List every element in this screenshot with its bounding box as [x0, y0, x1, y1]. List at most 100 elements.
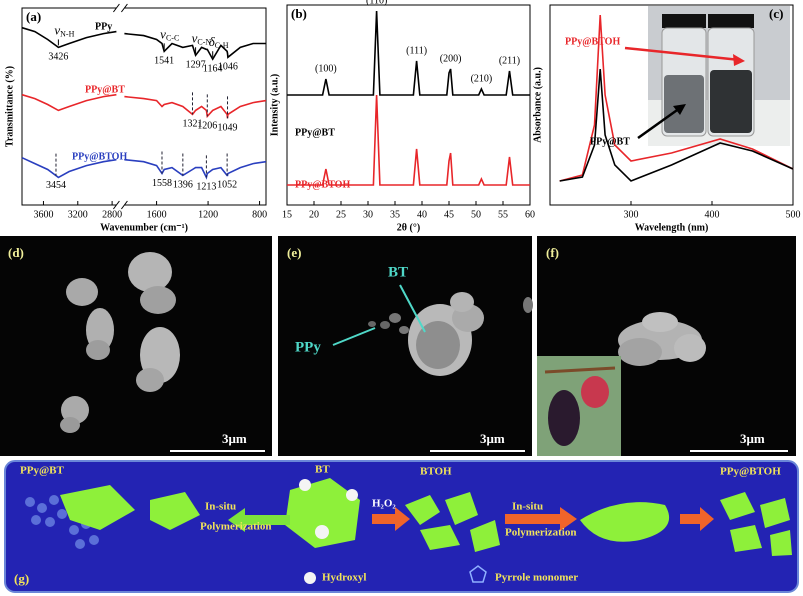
shape — [450, 292, 474, 312]
series-line — [559, 68, 794, 182]
shape — [315, 525, 329, 539]
shape — [278, 236, 532, 456]
shape — [368, 321, 376, 327]
shape — [642, 312, 678, 332]
vial-photo — [648, 6, 790, 146]
product-label: BTOH — [420, 466, 452, 478]
x-tick-label: 300 — [624, 209, 639, 220]
series-label: PPy@BTOH — [295, 179, 350, 190]
sem-d — [0, 236, 272, 456]
shape — [469, 565, 487, 583]
legend-label: Pyrrole monomer — [495, 572, 578, 584]
sem-label: BT — [388, 264, 408, 280]
x-axis-label: Wavenumber (cm⁻¹) — [100, 222, 188, 233]
sem-e — [278, 236, 533, 456]
x-tick-label: 1600 — [147, 209, 167, 220]
pointer — [399, 284, 426, 333]
shape — [664, 75, 704, 133]
shape — [674, 334, 706, 362]
shape — [380, 321, 390, 329]
peak-index: (110) — [366, 0, 387, 6]
axis-break — [121, 200, 128, 210]
x-tick-label: 55 — [498, 209, 508, 220]
band-label: νN-H — [54, 22, 74, 38]
x-tick-label: 25 — [336, 209, 346, 220]
product-label: PPy@BTOH — [720, 466, 781, 478]
panel-label: (e) — [287, 245, 301, 260]
panel-label: (a) — [26, 9, 41, 24]
series-label: PPy@BTOH — [72, 151, 127, 162]
x-tick-label: 35 — [390, 209, 400, 220]
peak-label: 3426 — [48, 52, 68, 63]
step-label: Polymerization — [200, 521, 271, 533]
peak-index: (211) — [499, 55, 520, 66]
shape — [31, 515, 41, 525]
band-symbol: ν — [192, 30, 198, 45]
x-tick-label: 1200 — [198, 209, 218, 220]
x-tick-label: 400 — [705, 209, 720, 220]
peak-label: 1558 — [152, 178, 172, 189]
shape — [128, 252, 172, 292]
sem-f — [537, 236, 796, 456]
band-symbol: ν — [54, 22, 60, 37]
shape — [416, 321, 460, 369]
shape — [720, 492, 755, 520]
series-label: PPy@BTOH — [565, 36, 620, 47]
pointer-arrow — [637, 106, 681, 140]
panel-label: (g) — [14, 571, 29, 586]
series-line — [559, 14, 794, 182]
band-label: νC-C — [160, 26, 179, 42]
axis-break — [116, 203, 125, 207]
shape — [304, 572, 316, 584]
series-line — [21, 93, 267, 119]
x-tick-label: 50 — [471, 209, 481, 220]
shape — [37, 503, 47, 513]
band-subscript: N-H — [60, 29, 74, 38]
x-tick-label: 45 — [444, 209, 454, 220]
shape — [544, 366, 616, 374]
shape — [470, 520, 500, 552]
series-label: PPy@BT — [590, 136, 630, 147]
shape — [60, 485, 135, 530]
peak-index: (111) — [406, 45, 427, 56]
sem-label: PPy — [295, 339, 321, 355]
shape — [680, 507, 714, 531]
series-label: PPy@BT — [85, 84, 125, 95]
x-tick-label: 2800 — [102, 209, 122, 220]
arrow-head — [733, 54, 745, 66]
shape — [61, 396, 89, 424]
shape — [299, 479, 311, 491]
peak-index: (210) — [471, 73, 493, 84]
product-label: BT — [315, 464, 330, 476]
shape — [69, 525, 79, 535]
x-tick-label: 3200 — [68, 209, 88, 220]
shape — [420, 525, 460, 550]
peak-label: 1297 — [186, 60, 206, 71]
x-tick-label: 40 — [417, 209, 427, 220]
peak-label: 3454 — [46, 180, 66, 191]
shape — [389, 313, 401, 323]
shape — [405, 495, 440, 525]
shape — [760, 498, 790, 528]
product-label: PPy@BT — [20, 465, 65, 477]
shape — [523, 297, 533, 313]
step-label: In-situ — [512, 501, 543, 513]
shape — [581, 376, 609, 408]
shape — [708, 14, 754, 28]
reagent-label: H₂O₂ — [372, 498, 396, 510]
plot-frame — [286, 4, 531, 206]
band-subscript: C-H — [215, 41, 229, 50]
x-tick-label: 20 — [309, 209, 319, 220]
shape — [346, 489, 358, 501]
shape — [228, 508, 290, 532]
panel-label: (c) — [769, 6, 783, 21]
step-label: Polymerization — [505, 527, 576, 539]
scheme — [4, 460, 799, 593]
plot-frame — [549, 4, 794, 206]
axis-break — [116, 6, 125, 10]
series-line — [21, 26, 266, 61]
shape — [399, 326, 409, 334]
x-tick-label: 800 — [252, 209, 267, 220]
shape — [445, 492, 478, 525]
band-symbol: ν — [160, 26, 166, 41]
